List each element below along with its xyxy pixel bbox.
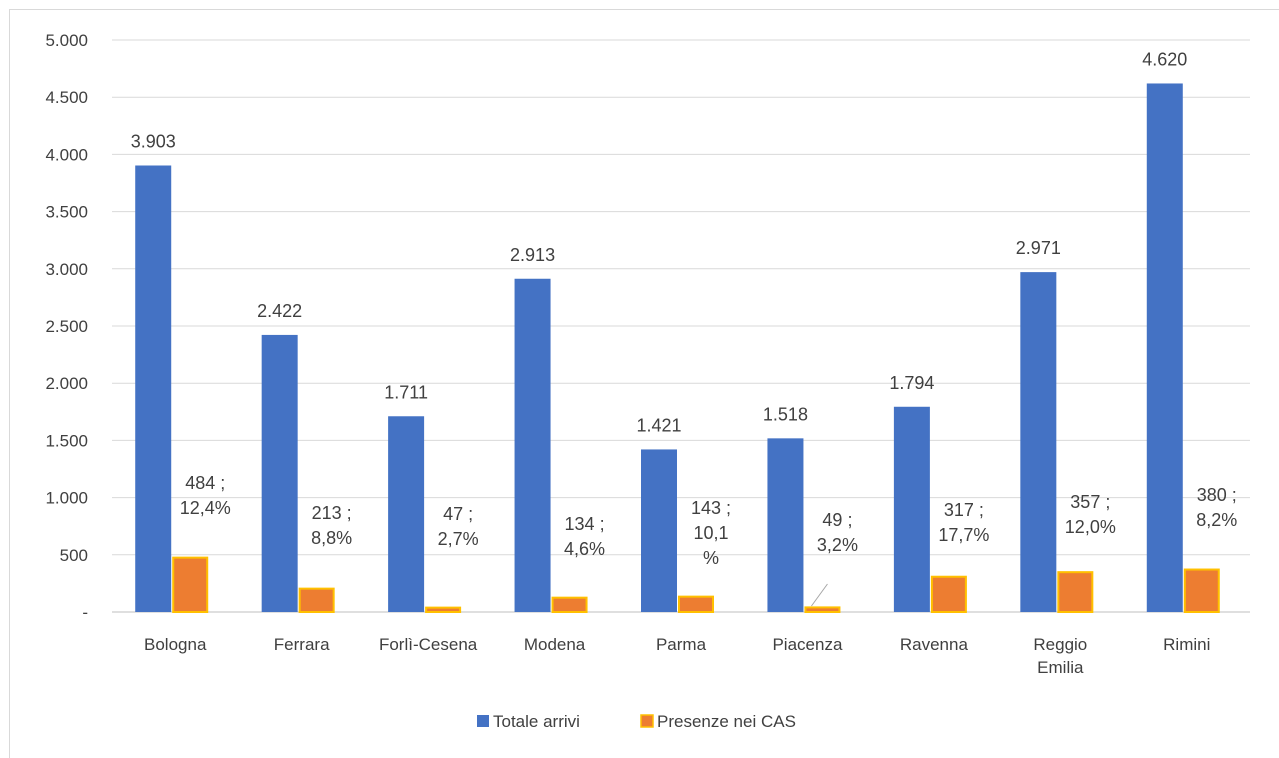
data-label-presenze-cas: % bbox=[703, 548, 719, 568]
data-label-presenze-cas: 49 ; bbox=[822, 510, 852, 530]
bar-totale-arrivi bbox=[1020, 272, 1057, 612]
data-label-presenze-cas: 10,1 bbox=[693, 523, 728, 543]
data-label-presenze-cas: 47 ; bbox=[443, 504, 473, 524]
x-tick-label: Rimini bbox=[1163, 635, 1210, 654]
legend-swatch-totale-arrivi bbox=[477, 715, 489, 727]
bar-totale-arrivi bbox=[135, 165, 172, 612]
x-tick-label: Parma bbox=[656, 635, 707, 654]
data-label-presenze-cas: 17,7% bbox=[938, 525, 989, 545]
bar-presenze-cas bbox=[551, 596, 588, 614]
data-label-totale-arrivi: 2.913 bbox=[510, 245, 555, 265]
y-tick-label: 500 bbox=[60, 546, 88, 565]
x-tick-label: Emilia bbox=[1037, 658, 1084, 677]
chart-frame bbox=[9, 9, 1279, 758]
bar-totale-arrivi bbox=[767, 438, 804, 612]
legend-label-presenze-cas: Presenze nei CAS bbox=[657, 712, 796, 731]
y-tick-label: 5.000 bbox=[45, 31, 88, 50]
data-label-presenze-cas: 380 ; bbox=[1197, 485, 1237, 505]
bar-totale-arrivi bbox=[641, 449, 677, 612]
bar-presenze-cas bbox=[172, 556, 209, 613]
data-label-totale-arrivi: 2.971 bbox=[1016, 238, 1061, 258]
data-label-presenze-cas: 3,2% bbox=[817, 535, 858, 555]
bar-totale-arrivi bbox=[388, 416, 425, 612]
data-label-presenze-cas: 143 ; bbox=[691, 498, 731, 518]
data-label-presenze-cas: 134 ; bbox=[565, 514, 605, 534]
data-label-presenze-cas: 317 ; bbox=[944, 500, 984, 520]
data-label-totale-arrivi: 3.903 bbox=[131, 131, 176, 151]
legend-label-totale-arrivi: Totale arrivi bbox=[493, 712, 580, 731]
bar-totale-arrivi bbox=[261, 334, 298, 612]
x-tick-label: Ferrara bbox=[274, 635, 330, 654]
data-label-totale-arrivi: 1.794 bbox=[889, 373, 934, 393]
y-tick-label: 3.000 bbox=[45, 260, 88, 279]
bar-presenze-cas bbox=[804, 606, 841, 614]
data-label-totale-arrivi: 1.711 bbox=[384, 382, 428, 402]
data-label-totale-arrivi: 1.518 bbox=[763, 404, 808, 424]
data-label-presenze-cas: 8,8% bbox=[311, 528, 352, 548]
y-tick-label: 4.000 bbox=[45, 145, 88, 164]
y-tick-label: 4.500 bbox=[45, 88, 88, 107]
bar-presenze-cas bbox=[1057, 571, 1094, 613]
bar-totale-arrivi bbox=[514, 278, 551, 612]
y-tick-label: 3.500 bbox=[45, 203, 88, 222]
bar-presenze-cas bbox=[298, 587, 335, 614]
y-tick-label: 2.000 bbox=[45, 374, 88, 393]
bar-presenze-cas bbox=[678, 595, 714, 614]
data-label-presenze-cas: 12,0% bbox=[1065, 517, 1116, 537]
legend-swatch-presenze-cas bbox=[640, 714, 654, 728]
data-label-presenze-cas: 8,2% bbox=[1196, 510, 1237, 530]
data-label-totale-arrivi: 1.421 bbox=[636, 415, 681, 435]
bar-presenze-cas bbox=[1183, 568, 1220, 614]
data-label-totale-arrivi: 4.620 bbox=[1142, 49, 1187, 69]
y-tick-label: 2.500 bbox=[45, 317, 88, 336]
x-tick-label: Forlì-Cesena bbox=[379, 635, 478, 654]
data-label-totale-arrivi: 2.422 bbox=[257, 301, 302, 321]
bar-totale-arrivi bbox=[893, 406, 930, 612]
bar-presenze-cas bbox=[425, 606, 462, 614]
data-label-presenze-cas: 4,6% bbox=[564, 539, 605, 559]
data-label-presenze-cas: 12,4% bbox=[180, 498, 231, 518]
y-tick-label: - bbox=[82, 603, 88, 622]
leader-line bbox=[811, 583, 828, 607]
x-tick-label: Modena bbox=[524, 635, 586, 654]
data-label-presenze-cas: 2,7% bbox=[438, 529, 479, 549]
data-label-presenze-cas: 213 ; bbox=[312, 503, 352, 523]
x-tick-label: Bologna bbox=[144, 635, 207, 654]
y-tick-label: 1.000 bbox=[45, 489, 88, 508]
x-tick-label: Reggio bbox=[1033, 635, 1087, 654]
bar-presenze-cas bbox=[930, 575, 967, 614]
bar-totale-arrivi bbox=[1146, 83, 1183, 613]
y-tick-label: 1.500 bbox=[45, 431, 88, 450]
x-tick-label: Piacenza bbox=[772, 635, 842, 654]
x-tick-label: Ravenna bbox=[900, 635, 969, 654]
data-label-presenze-cas: 484 ; bbox=[185, 473, 225, 493]
data-label-presenze-cas: 357 ; bbox=[1070, 492, 1110, 512]
